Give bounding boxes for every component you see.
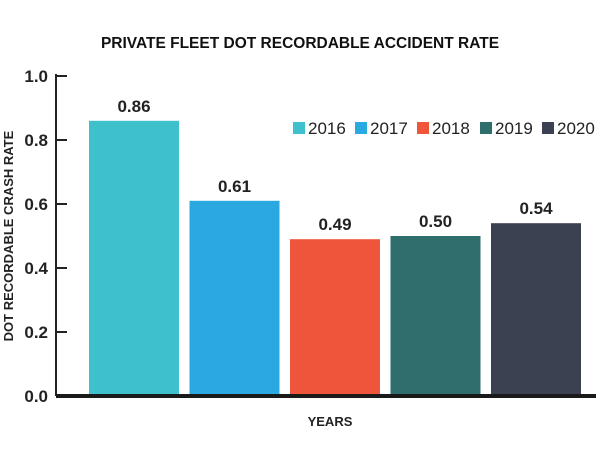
chart-title: PRIVATE FLEET DOT RECORDABLE ACCIDENT RA… [101, 35, 499, 52]
y-axis-label: DOT RECORDABLE CRASH RATE [1, 130, 16, 341]
legend-label: 2018 [432, 119, 470, 138]
legend: 2016 2017 2018 2019 2020 [293, 119, 595, 138]
legend-item: 2017 [355, 119, 408, 138]
legend-swatch [355, 122, 367, 134]
legend-item: 2018 [417, 119, 470, 138]
legend-label: 2019 [495, 119, 533, 138]
y-tick-label: 0.0 [24, 387, 48, 406]
bar-2016 [89, 120, 179, 397]
legend-swatch [417, 122, 429, 134]
legend-swatch [542, 122, 554, 134]
legend-item: 2016 [293, 119, 346, 138]
legend-swatch [480, 122, 492, 134]
bar-2020 [491, 223, 581, 396]
bar-2018 [290, 239, 380, 396]
legend-label: 2020 [557, 119, 595, 138]
legend-label: 2017 [370, 119, 408, 138]
data-label: 0.86 [117, 97, 150, 116]
y-tick-label: 1.0 [24, 67, 48, 86]
data-label: 0.54 [519, 199, 553, 218]
bar-2019 [390, 236, 481, 396]
legend-swatch [293, 122, 305, 134]
data-label: 0.49 [318, 215, 351, 234]
y-tick-label: 0.6 [24, 195, 48, 214]
axes: 0.0 0.2 0.4 0.6 0.8 1.0 [24, 67, 67, 406]
x-axis-label: YEARS [308, 414, 353, 429]
legend-item: 2019 [480, 119, 533, 138]
y-tick-label: 0.2 [24, 323, 48, 342]
legend-label: 2016 [308, 119, 346, 138]
bar-2017 [189, 200, 280, 396]
data-label: 0.50 [419, 212, 452, 231]
y-tick-label: 0.8 [24, 131, 48, 150]
y-tick-label: 0.4 [24, 259, 48, 278]
data-label: 0.61 [218, 177, 251, 196]
legend-item: 2020 [542, 119, 595, 138]
bars: 0.86 0.61 0.49 0.50 0.54 [89, 97, 581, 397]
